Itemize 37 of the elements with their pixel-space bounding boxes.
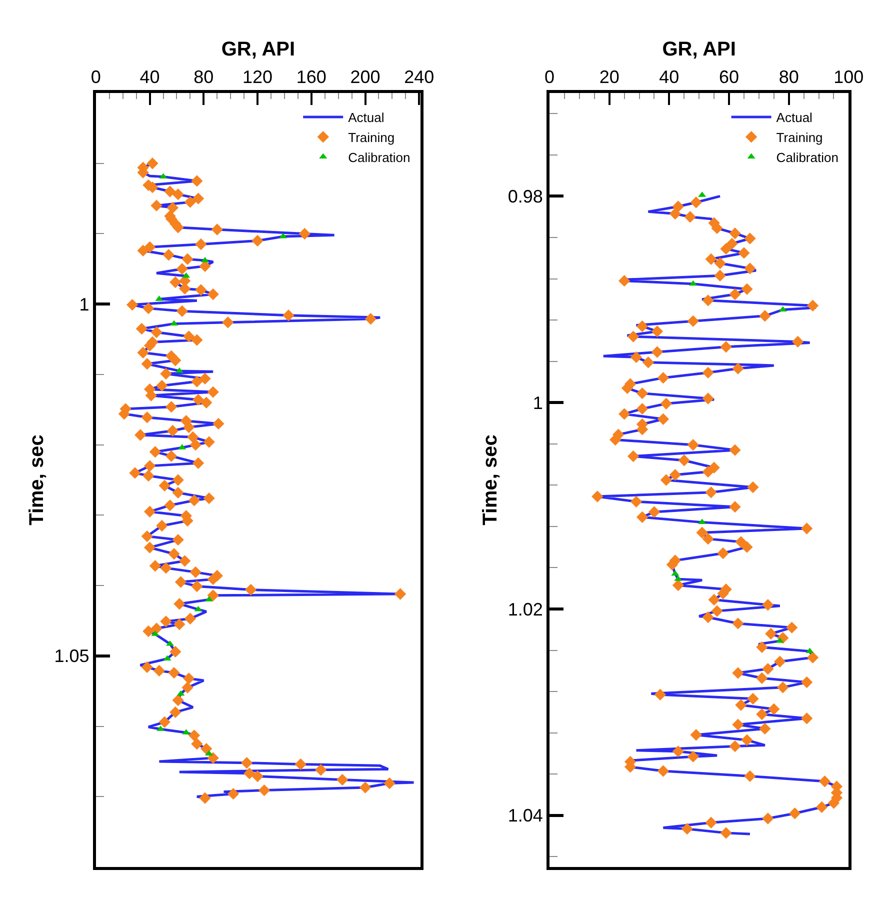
- x-tick-label: 0: [544, 66, 555, 87]
- x-tick-label: 80: [194, 66, 214, 87]
- x-tick-label: 0: [90, 66, 101, 87]
- legend-label: Actual: [776, 110, 813, 126]
- x-tick-label: 20: [599, 66, 620, 87]
- x-tick-label: 40: [659, 66, 680, 87]
- point: [806, 648, 814, 654]
- y-tick-label: 1.04: [508, 806, 543, 826]
- legend-label: Calibration: [348, 150, 410, 165]
- x-tick-label: 40: [140, 66, 160, 87]
- y-tick-label: 0.98: [508, 186, 543, 206]
- y-tick-label: 1.02: [508, 599, 543, 620]
- point: [689, 280, 698, 286]
- x-tick-label: 80: [778, 66, 799, 87]
- point: [182, 272, 190, 278]
- x-axis-title: GR, API: [662, 38, 736, 60]
- y-axis-title: Time, sec: [479, 434, 502, 526]
- point: [194, 606, 202, 612]
- point: [176, 690, 185, 696]
- x-tick-label: 60: [719, 66, 740, 87]
- x-axis-title: GR, API: [221, 38, 296, 60]
- legend-label: Training: [776, 130, 823, 145]
- legend-label: Actual: [348, 110, 384, 126]
- y-tick-label: 1: [532, 392, 543, 413]
- point: [698, 518, 706, 524]
- y-tick-label: 1: [79, 294, 90, 314]
- x-tick-label: 120: [242, 66, 273, 87]
- x-tick-label: 100: [834, 66, 864, 87]
- x-tick-label: 200: [350, 66, 380, 87]
- point: [175, 367, 184, 373]
- legend-label: Calibration: [776, 150, 838, 165]
- y-tick-label: 1.05: [54, 646, 90, 666]
- point: [671, 570, 680, 576]
- x-tick-label: 240: [404, 66, 434, 87]
- legend-label: Training: [348, 130, 395, 145]
- x-tick-label: 160: [296, 66, 326, 87]
- y-axis-title: Time, sec: [26, 434, 48, 526]
